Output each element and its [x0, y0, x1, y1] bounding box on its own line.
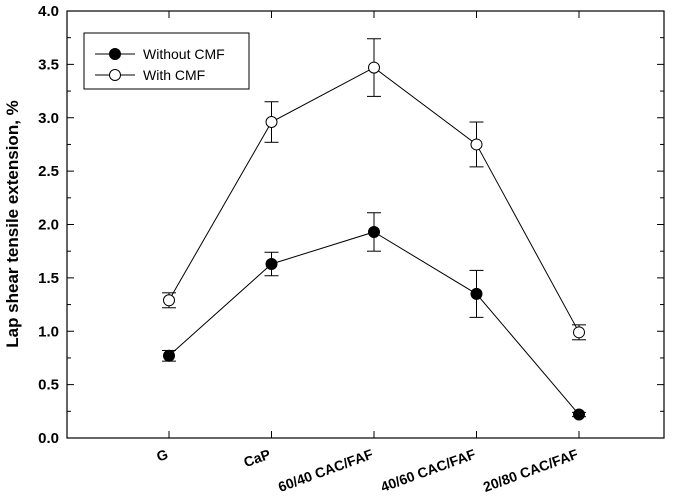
- series-line-1: [168, 66, 580, 333]
- data-point: [265, 257, 278, 270]
- y-tick-label: 2.5: [38, 163, 59, 180]
- y-axis: 0.0 0.5 1.0 1.5 2.0 2.5 3.0 3.5 4.0: [38, 3, 664, 447]
- data-point: [163, 349, 175, 362]
- y-tick-label: 3.5: [38, 56, 59, 73]
- series-layer: [162, 38, 586, 421]
- data-point: [573, 326, 585, 339]
- x-tick-label: G: [154, 446, 170, 465]
- legend-marker-with-cmf: [109, 69, 121, 81]
- data-point: [265, 116, 278, 129]
- y-tick-label: 2.0: [38, 217, 59, 234]
- data-point: [573, 408, 585, 421]
- legend-label-with-cmf: With CMF: [143, 67, 205, 83]
- x-tick-label: 40/60 CAC/FAF: [378, 446, 477, 495]
- data-point: [470, 138, 483, 151]
- legend: Without CMF With CMF: [83, 32, 250, 90]
- x-tick-label: CaP: [241, 446, 272, 470]
- x-tick-label: 60/40 CAC/FAF: [276, 446, 375, 495]
- y-tick-label: 1.0: [38, 323, 59, 340]
- data-point: [368, 61, 380, 74]
- series-line-0: [168, 231, 580, 415]
- y-tick-label: 4.0: [38, 3, 59, 20]
- data-point: [163, 294, 175, 307]
- data-point: [470, 287, 483, 300]
- legend-marker-without-cmf: [109, 48, 121, 60]
- y-tick-label: 3.0: [38, 110, 59, 127]
- x-tick-label: 20/80 CAC/FAF: [481, 446, 580, 495]
- legend-label-without-cmf: Without CMF: [143, 46, 225, 62]
- y-axis-label: Lap shear tensile extension, %: [3, 100, 22, 348]
- y-tick-label: 0.5: [38, 377, 59, 394]
- y-tick-label: 0.0: [38, 430, 59, 447]
- y-tick-label: 1.5: [38, 270, 59, 287]
- data-point: [368, 225, 380, 238]
